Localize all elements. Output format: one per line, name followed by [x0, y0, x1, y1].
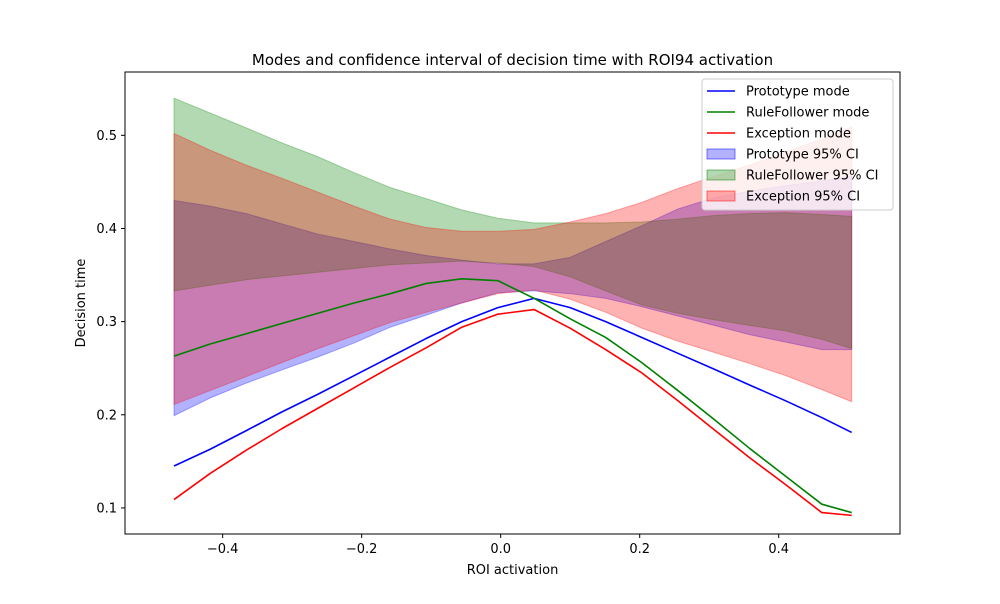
prototype-95-ci-band — [173, 175, 853, 417]
legend-label: RuleFollower mode — [746, 106, 869, 121]
y-axis-label: Decision time — [74, 259, 89, 348]
legend-swatch — [706, 148, 736, 160]
rulefollower-95-ci-band — [173, 97, 853, 350]
exception-95-ci-band — [173, 126, 853, 406]
exception-mode-line — [173, 308, 852, 517]
legend-label: Prototype 95% CI — [746, 148, 859, 163]
legend-swatch — [706, 190, 736, 202]
legend-label: RuleFollower 95% CI — [746, 169, 879, 184]
y-axis-ticks: 0.1 0.2 0.3 0.4 0.5 — [96, 129, 125, 516]
y-tick-label: 0.4 — [96, 222, 117, 237]
legend-swatch — [706, 169, 736, 181]
prototype-mode-line — [173, 297, 853, 467]
x-axis-label: ROI activation — [467, 563, 559, 578]
chart-title: Modes and confidence interval of decisio… — [252, 51, 773, 69]
x-tick-label: −0.2 — [346, 542, 378, 557]
rulefollower-mode-line — [173, 277, 852, 514]
axes-frame — [124, 71, 901, 535]
x-tick-label: −0.4 — [207, 542, 239, 557]
x-tick-label: 0.4 — [768, 542, 789, 557]
mode-lines — [173, 277, 853, 517]
legend-label: Prototype mode — [746, 85, 850, 100]
y-tick-label: 0.1 — [96, 501, 117, 516]
legend-box — [701, 78, 894, 211]
x-axis-ticks: −0.4 −0.2 0.0 0.2 0.4 — [207, 534, 789, 557]
legend-label: Exception mode — [746, 127, 851, 142]
y-tick-label: 0.2 — [96, 408, 117, 423]
ci-bands — [173, 97, 853, 417]
y-tick-label: 0.3 — [96, 315, 117, 330]
x-tick-label: 0.0 — [490, 542, 511, 557]
y-tick-label: 0.5 — [96, 129, 117, 144]
legend-label: Exception 95% CI — [746, 190, 860, 205]
x-tick-label: 0.2 — [629, 542, 650, 557]
legend: Prototype mode RuleFollower mode Exception… — [701, 78, 894, 211]
